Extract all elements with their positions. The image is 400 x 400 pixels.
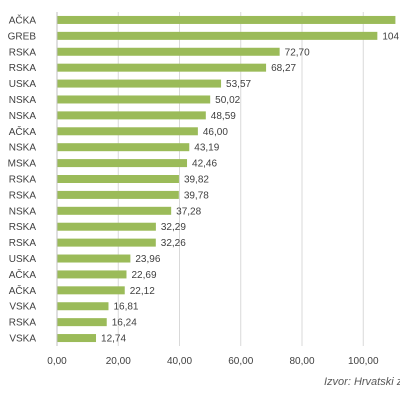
bar	[57, 127, 198, 136]
category-label: NSKA	[9, 206, 37, 217]
data-label: 37,28	[176, 206, 201, 217]
bar	[57, 190, 179, 199]
bar	[57, 47, 280, 56]
category-label: AČKA	[9, 268, 37, 281]
category-label: MSKA	[8, 159, 37, 170]
data-labels: 104 72,70 68,27 53,57 50,02 48,59 46,00 43,19 42…	[101, 31, 399, 344]
bar	[57, 206, 172, 215]
category-label: NSKA	[9, 95, 37, 106]
bar	[57, 63, 267, 72]
x-tick-label: 40,00	[167, 356, 192, 367]
data-label: 32,26	[161, 238, 186, 249]
category-label: RSKA	[9, 63, 37, 74]
category-label: NSKA	[9, 111, 37, 122]
bar	[57, 222, 156, 231]
bar	[57, 254, 131, 263]
bar	[57, 159, 188, 168]
bar	[57, 334, 97, 343]
category-label: RSKA	[9, 318, 37, 329]
category-label: AČKA	[9, 125, 37, 138]
x-tick-label: 20,00	[106, 356, 131, 367]
x-tick-label: 60,00	[228, 356, 253, 367]
bar	[57, 318, 107, 327]
category-label: NSKA	[9, 143, 37, 154]
category-labels: AČKA GREB RSKA RSKA USKA NSKA NSKA AČKA NSKA MSKA…	[8, 13, 37, 344]
x-tick-label: 100,00	[348, 356, 379, 367]
category-label: USKA	[9, 254, 37, 265]
category-label: VSKA	[9, 302, 36, 313]
data-label: 32,29	[161, 222, 186, 233]
bar	[57, 175, 179, 183]
category-label: USKA	[9, 79, 37, 90]
data-label: 39,82	[184, 175, 209, 186]
bar	[57, 95, 211, 104]
category-label: GREB	[8, 31, 37, 42]
category-label: RSKA	[9, 47, 37, 58]
bar	[57, 302, 109, 311]
bar	[57, 286, 125, 295]
bar	[57, 238, 156, 247]
data-label: 53,57	[226, 79, 251, 90]
data-label: 16,24	[112, 318, 137, 329]
data-label: 12,74	[101, 334, 126, 345]
data-label: 50,02	[215, 95, 240, 106]
source-note: Izvor: Hrvatski z	[324, 376, 400, 388]
x-axis-ticks: 0,00 20,00 40,00 60,00 80,00 100,00	[47, 356, 379, 367]
category-label: AČKA	[9, 13, 37, 26]
bar	[57, 111, 206, 120]
x-tick-label: 0,00	[47, 356, 67, 367]
data-label: 46,00	[203, 127, 228, 138]
bar	[57, 15, 396, 24]
bar	[57, 31, 378, 40]
bar	[57, 79, 222, 88]
data-label: 42,46	[192, 159, 217, 170]
x-tick-label: 80,00	[289, 356, 314, 367]
category-label: RSKA	[9, 190, 37, 201]
data-label: 16,81	[113, 302, 138, 313]
data-label: 104	[382, 31, 399, 42]
category-label: RSKA	[9, 175, 37, 186]
data-label: 22,69	[131, 270, 156, 281]
bar	[57, 270, 127, 279]
data-label: 68,27	[271, 63, 296, 74]
bar	[57, 143, 190, 152]
data-label: 22,12	[130, 286, 155, 297]
category-label: VSKA	[9, 334, 36, 345]
category-label: RSKA	[9, 238, 37, 249]
data-label: 72,70	[285, 47, 310, 58]
category-label: RSKA	[9, 222, 37, 233]
data-label: 43,19	[194, 143, 219, 154]
bars	[57, 15, 396, 343]
category-label: AČKA	[9, 284, 37, 297]
data-label: 39,78	[184, 190, 209, 201]
data-label: 23,96	[135, 254, 160, 265]
data-label: 48,59	[211, 111, 236, 122]
